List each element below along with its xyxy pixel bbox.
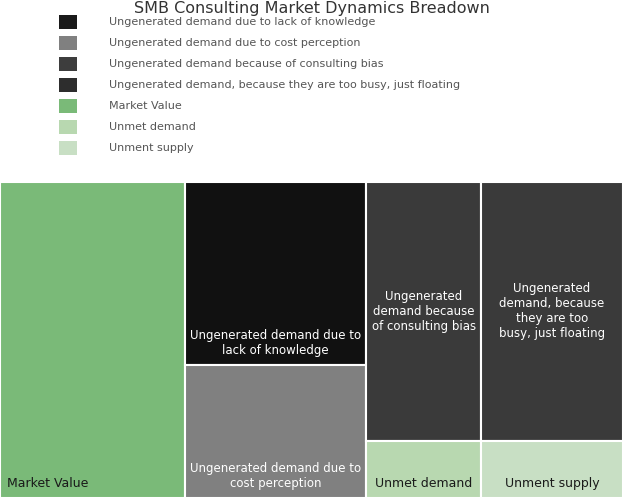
FancyBboxPatch shape [481,182,623,441]
Text: Ungenerated demand due to cost perception: Ungenerated demand due to cost perceptio… [109,38,361,48]
Text: Ungenerated
demand, because
they are too
busy, just floating: Ungenerated demand, because they are too… [499,282,605,341]
FancyBboxPatch shape [185,182,366,365]
Text: Ungenerated demand due to lack of knowledge: Ungenerated demand due to lack of knowle… [109,17,376,27]
Text: Market Value: Market Value [7,477,89,490]
Text: Ungenerated demand, because they are too busy, just floating: Ungenerated demand, because they are too… [109,80,460,90]
Text: Market Value: Market Value [109,101,182,111]
FancyBboxPatch shape [366,441,481,498]
FancyBboxPatch shape [0,182,185,498]
Text: Ungenerated
demand because
of consulting bias: Ungenerated demand because of consulting… [371,290,476,333]
FancyBboxPatch shape [481,441,623,498]
Text: Ungenerated demand due to
lack of knowledge: Ungenerated demand due to lack of knowle… [190,329,361,357]
Text: SMB Consulting Market Dynamics Breadown: SMB Consulting Market Dynamics Breadown [133,1,490,16]
Text: Ungenerated demand because of consulting bias: Ungenerated demand because of consulting… [109,59,384,69]
FancyBboxPatch shape [366,182,481,441]
Text: Unment supply: Unment supply [505,477,599,490]
Text: Unmet demand: Unmet demand [375,477,472,490]
Text: Unmet demand: Unmet demand [109,122,196,132]
Text: Unment supply: Unment supply [109,143,194,153]
Text: Ungenerated demand due to
cost perception: Ungenerated demand due to cost perceptio… [190,462,361,490]
FancyBboxPatch shape [185,365,366,498]
